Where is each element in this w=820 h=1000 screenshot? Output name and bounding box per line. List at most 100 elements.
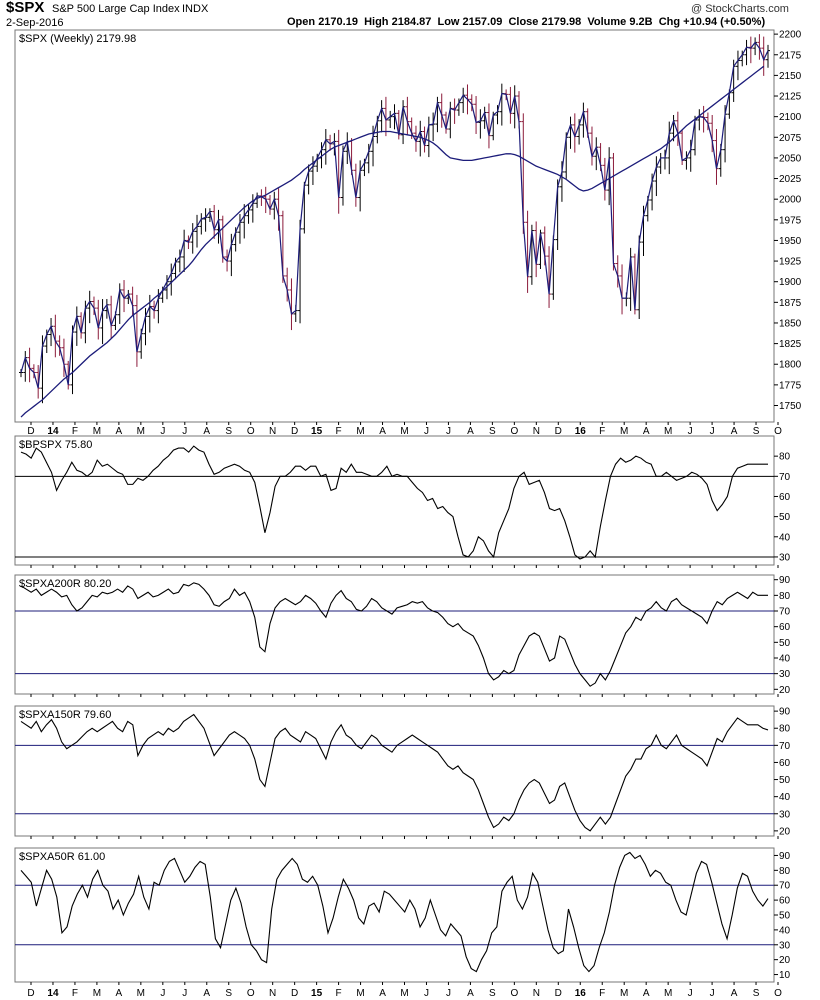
open-value: 2170.19 <box>318 16 358 28</box>
high-value: 2184.87 <box>391 16 432 28</box>
y-tick-label: 50 <box>779 775 791 786</box>
x-axis-label: 15 <box>311 426 323 437</box>
low-value: 2157.09 <box>462 16 503 28</box>
y-tick-label: 40 <box>779 792 791 803</box>
x-axis-label: A <box>379 426 386 437</box>
x-axis-label: J <box>446 426 451 437</box>
chart-header: $SPX S&P 500 Large Cap Index INDX 2-Sep-… <box>0 0 820 30</box>
x-axis-label: O <box>510 426 518 437</box>
y-tick-label: 30 <box>779 809 791 820</box>
y-tick-label: 30 <box>779 669 791 680</box>
y-tick-label: 40 <box>779 532 791 543</box>
chart-date: 2-Sep-2016 <box>6 17 64 29</box>
x-axis-label: D <box>555 988 562 999</box>
y-tick-label: 2075 <box>779 133 802 144</box>
y-tick-label: 2175 <box>779 50 802 61</box>
x-axis-label: F <box>336 426 342 437</box>
x-axis-label: A <box>379 988 386 999</box>
panel-label: $SPXA150R 79.60 <box>19 709 111 721</box>
x-axis-label: D <box>291 988 298 999</box>
x-axis-label: S <box>489 988 496 999</box>
x-axis-label: O <box>510 988 518 999</box>
indicator-line <box>20 713 769 832</box>
y-tick-label: 1875 <box>779 298 802 309</box>
x-axis-label: M <box>93 988 101 999</box>
y-tick-label: 80 <box>779 724 791 735</box>
y-tick-label: 2150 <box>779 71 802 82</box>
indicator-line <box>20 851 769 973</box>
moving-average-line <box>20 65 765 418</box>
x-axis-label: O <box>247 988 255 999</box>
x-axis-label: D <box>555 426 562 437</box>
y-tick-label: 90 <box>779 851 791 862</box>
x-axis-label: S <box>753 988 760 999</box>
x-axis-label: 16 <box>575 426 587 437</box>
y-tick-label: 60 <box>779 492 791 503</box>
y-tick-label: 2025 <box>779 174 802 185</box>
y-tick-label: 1750 <box>779 401 802 412</box>
y-tick-label: 2100 <box>779 112 802 123</box>
x-axis-label: M <box>664 988 672 999</box>
x-axis-label: J <box>688 988 693 999</box>
x-axis-label: F <box>599 426 605 437</box>
y-tick-label: 1800 <box>779 360 802 371</box>
x-axis-label: M <box>664 426 672 437</box>
panel-frame <box>14 574 775 695</box>
y-tick-label: 80 <box>779 866 791 877</box>
y-tick-label: 20 <box>779 955 791 966</box>
y-tick-label: 50 <box>779 512 791 523</box>
panel-frame <box>14 705 775 837</box>
x-axis-label: J <box>160 426 165 437</box>
y-tick-label: 70 <box>779 881 791 892</box>
x-axis-label: A <box>467 426 474 437</box>
y-tick-label: 80 <box>779 591 791 602</box>
x-axis-label: M <box>356 988 364 999</box>
y-tick-label: 50 <box>779 638 791 649</box>
ticker-name: S&P 500 Large Cap Index <box>52 3 180 15</box>
x-axis-label: D <box>27 426 34 437</box>
x-axis-label: A <box>116 988 123 999</box>
x-axis-label: D <box>27 988 34 999</box>
x-axis-label: J <box>182 426 187 437</box>
x-axis-label: A <box>467 988 474 999</box>
x-axis-label: J <box>160 988 165 999</box>
y-tick-label: 70 <box>779 741 791 752</box>
y-tick-label: 90 <box>779 707 791 718</box>
close-line <box>20 41 769 389</box>
y-tick-label: 1825 <box>779 339 802 350</box>
x-axis-label: A <box>116 426 123 437</box>
x-axis-label: 14 <box>47 426 59 437</box>
volume-label: Volume <box>587 16 627 28</box>
x-axis-label: F <box>336 988 342 999</box>
high-label: High <box>364 16 389 28</box>
exchange-name: INDX <box>182 3 209 15</box>
y-tick-label: 40 <box>779 653 791 664</box>
y-tick-label: 60 <box>779 758 791 769</box>
x-axis-label: N <box>533 988 540 999</box>
x-axis-label: F <box>72 988 78 999</box>
y-tick-label: 2050 <box>779 153 802 164</box>
x-axis-label: N <box>533 426 540 437</box>
source-credit: @ StockCharts.com <box>691 3 789 15</box>
x-axis-label: J <box>182 988 187 999</box>
y-tick-label: 10 <box>779 970 791 981</box>
y-tick-label: 30 <box>779 552 791 563</box>
y-tick-label: 40 <box>779 925 791 936</box>
y-tick-label: 60 <box>779 622 791 633</box>
y-tick-label: 1925 <box>779 257 802 268</box>
x-axis-label: J <box>424 426 429 437</box>
indicator-line <box>20 582 768 687</box>
close-value: 2179.98 <box>541 16 582 28</box>
chg-value: +10.94 (+0.50%) <box>683 16 766 28</box>
x-axis-label: M <box>137 426 145 437</box>
close-label: Close <box>508 16 539 28</box>
x-axis-label: 15 <box>311 988 323 999</box>
x-axis-label: O <box>247 426 255 437</box>
x-axis-label: M <box>620 426 628 437</box>
y-tick-label: 70 <box>779 472 791 483</box>
ticker-symbol: $SPX <box>6 0 45 16</box>
x-axis-label: A <box>643 988 650 999</box>
x-axis-label: S <box>753 426 760 437</box>
x-axis-label: M <box>137 988 145 999</box>
x-axis-label: J <box>688 426 693 437</box>
